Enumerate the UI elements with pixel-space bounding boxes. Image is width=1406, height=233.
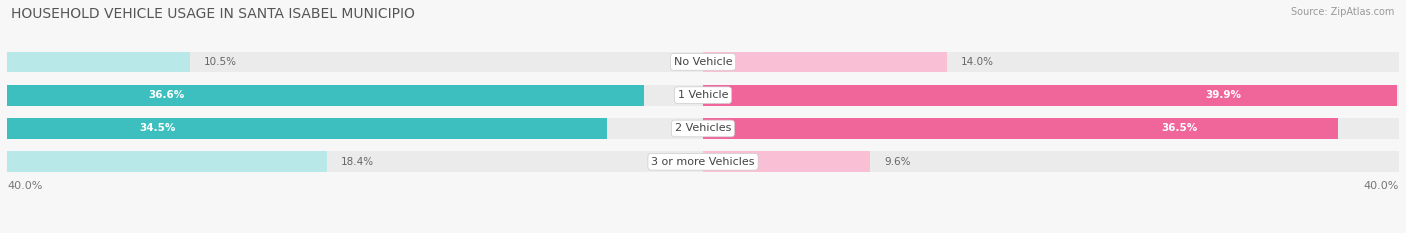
Text: 34.5%: 34.5% [139, 123, 176, 134]
Bar [7, 151, 328, 172]
Bar [7, 151, 1399, 172]
Text: 1 Vehicle: 1 Vehicle [678, 90, 728, 100]
Text: 3 or more Vehicles: 3 or more Vehicles [651, 157, 755, 167]
Text: 18.4%: 18.4% [342, 157, 374, 167]
Bar [703, 85, 1398, 106]
Text: 36.6%: 36.6% [148, 90, 184, 100]
Text: 40.0%: 40.0% [7, 181, 42, 191]
Bar [7, 118, 607, 139]
Text: Source: ZipAtlas.com: Source: ZipAtlas.com [1291, 7, 1395, 17]
Bar [7, 118, 1399, 139]
Bar [703, 118, 1339, 139]
Text: 36.5%: 36.5% [1161, 123, 1198, 134]
Text: 39.9%: 39.9% [1206, 90, 1241, 100]
Bar [703, 51, 946, 72]
Text: 40.0%: 40.0% [1364, 181, 1399, 191]
Text: 9.6%: 9.6% [884, 157, 911, 167]
Bar [7, 85, 1399, 106]
Text: 2 Vehicles: 2 Vehicles [675, 123, 731, 134]
Bar [7, 51, 1399, 72]
Bar [703, 151, 870, 172]
Text: No Vehicle: No Vehicle [673, 57, 733, 67]
Bar [7, 51, 190, 72]
Text: 14.0%: 14.0% [960, 57, 994, 67]
Text: 10.5%: 10.5% [204, 57, 236, 67]
Text: HOUSEHOLD VEHICLE USAGE IN SANTA ISABEL MUNICIPIO: HOUSEHOLD VEHICLE USAGE IN SANTA ISABEL … [11, 7, 415, 21]
Bar [7, 85, 644, 106]
